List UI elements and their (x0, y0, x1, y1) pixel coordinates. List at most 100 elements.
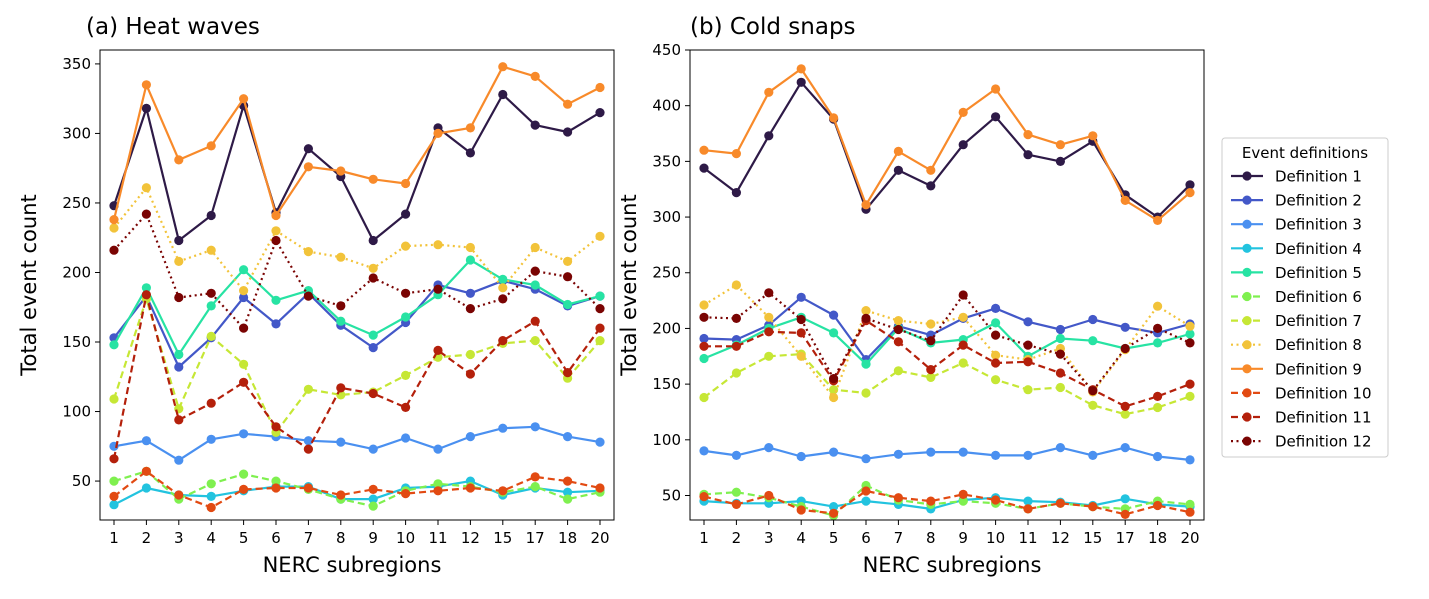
cold-snaps-line-definition-2 (703, 296, 1191, 361)
heat-waves-point-definition-12-9 (368, 273, 378, 283)
heat-waves-point-definition-7-20 (595, 336, 605, 346)
cold-snaps-point-definition-7-10 (991, 375, 1001, 385)
heat-waves-point-definition-10-3 (174, 490, 184, 500)
cold-snaps-point-definition-11-3 (764, 327, 774, 337)
cold-snaps-series-definition-7 (699, 349, 1195, 419)
cold-snaps-point-definition-8-3 (764, 312, 774, 322)
cold-snaps-point-definition-12-12 (1055, 349, 1065, 359)
cold-snaps-point-definition-2-17 (1120, 322, 1130, 332)
heat-waves-point-definition-11-18 (563, 368, 573, 378)
cold-snaps-point-definition-8-8 (926, 319, 936, 329)
cold-snaps-point-definition-4-5 (829, 502, 839, 512)
heat-waves-point-definition-6-11 (433, 479, 443, 489)
heat-waves-series-definition-11 (109, 290, 605, 464)
cold-snaps-line-definition-9 (703, 67, 1191, 222)
heat-waves-point-definition-8-20 (595, 231, 605, 241)
cold-snaps-point-definition-6-2 (731, 487, 742, 497)
heat-waves-point-definition-3-8 (336, 437, 346, 447)
cold-snaps-series-definition-12 (699, 288, 1195, 396)
heat-waves-point-definition-5-8 (336, 316, 346, 326)
heat-waves-point-definition-9-10 (401, 178, 411, 189)
cold-snaps-point-definition-9-10 (991, 84, 1001, 94)
cold-snaps-point-definition-10-5 (829, 508, 839, 518)
heat-waves-point-definition-10-18 (563, 476, 573, 486)
heat-waves-axes-frame (99, 49, 615, 521)
cold-snaps-y-tick-label: 400 (652, 97, 681, 115)
heat-waves-point-definition-1-17 (530, 120, 540, 130)
cold-snaps-point-definition-1-11 (1023, 150, 1033, 160)
cold-snaps-point-definition-10-18 (1153, 500, 1163, 511)
heat-waves-x-tick-label: 6 (271, 529, 281, 547)
cold-snaps-point-definition-6-20 (1185, 499, 1195, 509)
heat-waves-point-definition-3-10 (401, 433, 411, 443)
legend-item-definition-12: Definition 12 (1231, 433, 1372, 451)
cold-snaps-point-definition-9-20 (1185, 188, 1195, 198)
cold-snaps-x-tick-label: 12 (1051, 529, 1070, 547)
cold-snaps-point-definition-7-17 (1120, 409, 1130, 419)
heat-waves-x-tick-label: 18 (558, 529, 577, 547)
heat-waves-x-tick-label: 15 (493, 529, 512, 547)
heat-waves-point-definition-9-3 (174, 155, 184, 165)
legend-swatch-marker (1242, 171, 1252, 181)
cold-snaps-point-definition-1-20 (1185, 180, 1195, 190)
cold-snaps-point-definition-12-7 (893, 324, 904, 335)
cold-snaps-series-definition-11 (699, 316, 1195, 411)
cold-snaps-point-definition-7-2 (731, 368, 742, 378)
legend-label: Definition 3 (1275, 216, 1362, 234)
cold-snaps-series-definition-4 (699, 493, 1195, 514)
heat-waves-point-definition-12-17 (530, 266, 540, 276)
heat-waves-point-definition-10-8 (336, 490, 346, 500)
cold-snaps-axes-frame (689, 49, 1205, 521)
cold-snaps-point-definition-3-9 (958, 447, 968, 457)
legend-label: Definition 5 (1275, 264, 1362, 282)
legend-swatch-marker (1242, 316, 1252, 326)
cold-snaps-point-definition-12-15 (1088, 386, 1098, 396)
heat-waves-series-definition-12 (109, 209, 605, 333)
cold-snaps-point-definition-7-15 (1088, 400, 1098, 410)
heat-waves-x-tick-label: 7 (304, 529, 314, 547)
heat-waves-point-definition-7-5 (239, 359, 249, 369)
cold-snaps-point-definition-7-12 (1055, 382, 1065, 393)
cold-snaps-point-definition-11-7 (893, 337, 904, 347)
cold-snaps-x-tick-label: 20 (1180, 529, 1199, 547)
cold-snaps-point-definition-10-17 (1120, 509, 1130, 519)
legend-item-definition-7: Definition 7 (1231, 312, 1362, 330)
cold-snaps-point-definition-3-4 (796, 451, 806, 462)
heat-waves-line-definition-2 (113, 279, 601, 369)
cold-snaps-point-definition-3-1 (699, 446, 709, 456)
cold-snaps-point-definition-10-8 (926, 496, 936, 506)
cold-snaps-point-definition-12-2 (731, 313, 742, 323)
heat-waves-point-definition-8-6 (271, 226, 281, 236)
heat-waves-point-definition-4-18 (563, 487, 573, 497)
heat-waves-x-tick-label: 17 (526, 529, 545, 547)
heat-waves-point-definition-11-20 (595, 323, 605, 333)
cold-snaps-ylabel: Total event count (617, 194, 641, 376)
cold-snaps-series-definition-3 (699, 443, 1195, 465)
heat-waves-point-definition-8-15 (498, 283, 508, 293)
heat-waves-point-definition-6-5 (239, 469, 249, 479)
cold-snaps-point-definition-7-1 (699, 392, 709, 403)
cold-snaps-line-definition-11 (704, 319, 1191, 408)
heat-waves-point-definition-1-3 (174, 235, 184, 246)
cold-snaps-point-definition-7-6 (861, 388, 871, 398)
heat-waves-point-definition-9-9 (368, 174, 378, 184)
cold-snaps-point-definition-2-5 (829, 310, 839, 320)
cold-snaps-point-definition-8-7 (893, 316, 904, 326)
legend-title: Event definitions (1242, 144, 1368, 162)
heat-waves-point-definition-11-1 (109, 454, 119, 464)
cold-snaps-x-tick-label: 10 (986, 529, 1005, 547)
heat-waves-point-definition-1-10 (401, 209, 411, 219)
heat-waves-x-tick-label: 5 (239, 529, 249, 547)
heat-waves-point-definition-9-11 (433, 128, 443, 138)
heat-waves-point-definition-12-12 (465, 304, 475, 314)
cold-snaps-point-definition-12-6 (861, 313, 871, 323)
heat-waves-point-definition-8-18 (563, 256, 573, 266)
cold-snaps-x-tick-label: 17 (1116, 529, 1135, 547)
cold-snaps-point-definition-11-17 (1120, 401, 1130, 411)
heat-waves-point-definition-9-7 (303, 162, 313, 172)
heat-waves-point-definition-9-2 (141, 80, 151, 90)
cold-snaps-y-tick-label: 350 (652, 152, 681, 170)
legend: Event definitions Definition 1Definition… (1221, 137, 1389, 458)
